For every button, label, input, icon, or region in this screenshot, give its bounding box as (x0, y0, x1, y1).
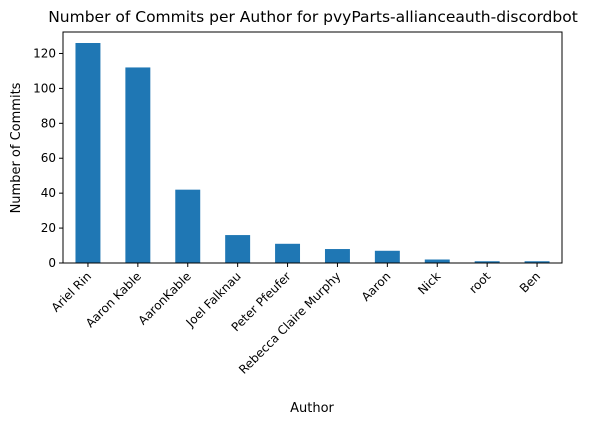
y-tick-label: 60 (41, 151, 56, 165)
bars-group (75, 43, 550, 263)
y-tick-label: 80 (41, 116, 56, 130)
x-tick-label: Ben (517, 269, 543, 295)
x-tick-label: root (466, 269, 493, 296)
bar (175, 189, 201, 263)
y-tick-label: 20 (41, 221, 56, 235)
bar (225, 235, 251, 263)
y-tick-label: 40 (41, 186, 56, 200)
x-tick-label: Ariel Rin (49, 269, 94, 314)
plot-frame (62, 31, 563, 264)
y-axis-label: Number of Commits (9, 82, 24, 213)
bar (524, 261, 550, 263)
x-tick-label: Aaron (359, 269, 394, 304)
y-tick-label: 100 (33, 81, 56, 95)
bar (424, 259, 450, 263)
x-tick-label: Rebecca Claire Murphy (236, 269, 344, 377)
bar (324, 249, 350, 263)
y-tick-label: 0 (48, 256, 56, 270)
chart-title: Number of Commits per Author for pvyPart… (48, 8, 578, 26)
x-axis-label: Author (290, 401, 334, 416)
bar (374, 250, 400, 263)
x-tick-label: Nick (415, 269, 443, 297)
bar (275, 243, 301, 263)
bar (75, 43, 101, 263)
y-tick-label: 120 (33, 46, 56, 60)
y-axis: 0 20 40 60 80 100 120 (33, 46, 63, 270)
bar (125, 67, 151, 263)
bar (474, 261, 500, 263)
